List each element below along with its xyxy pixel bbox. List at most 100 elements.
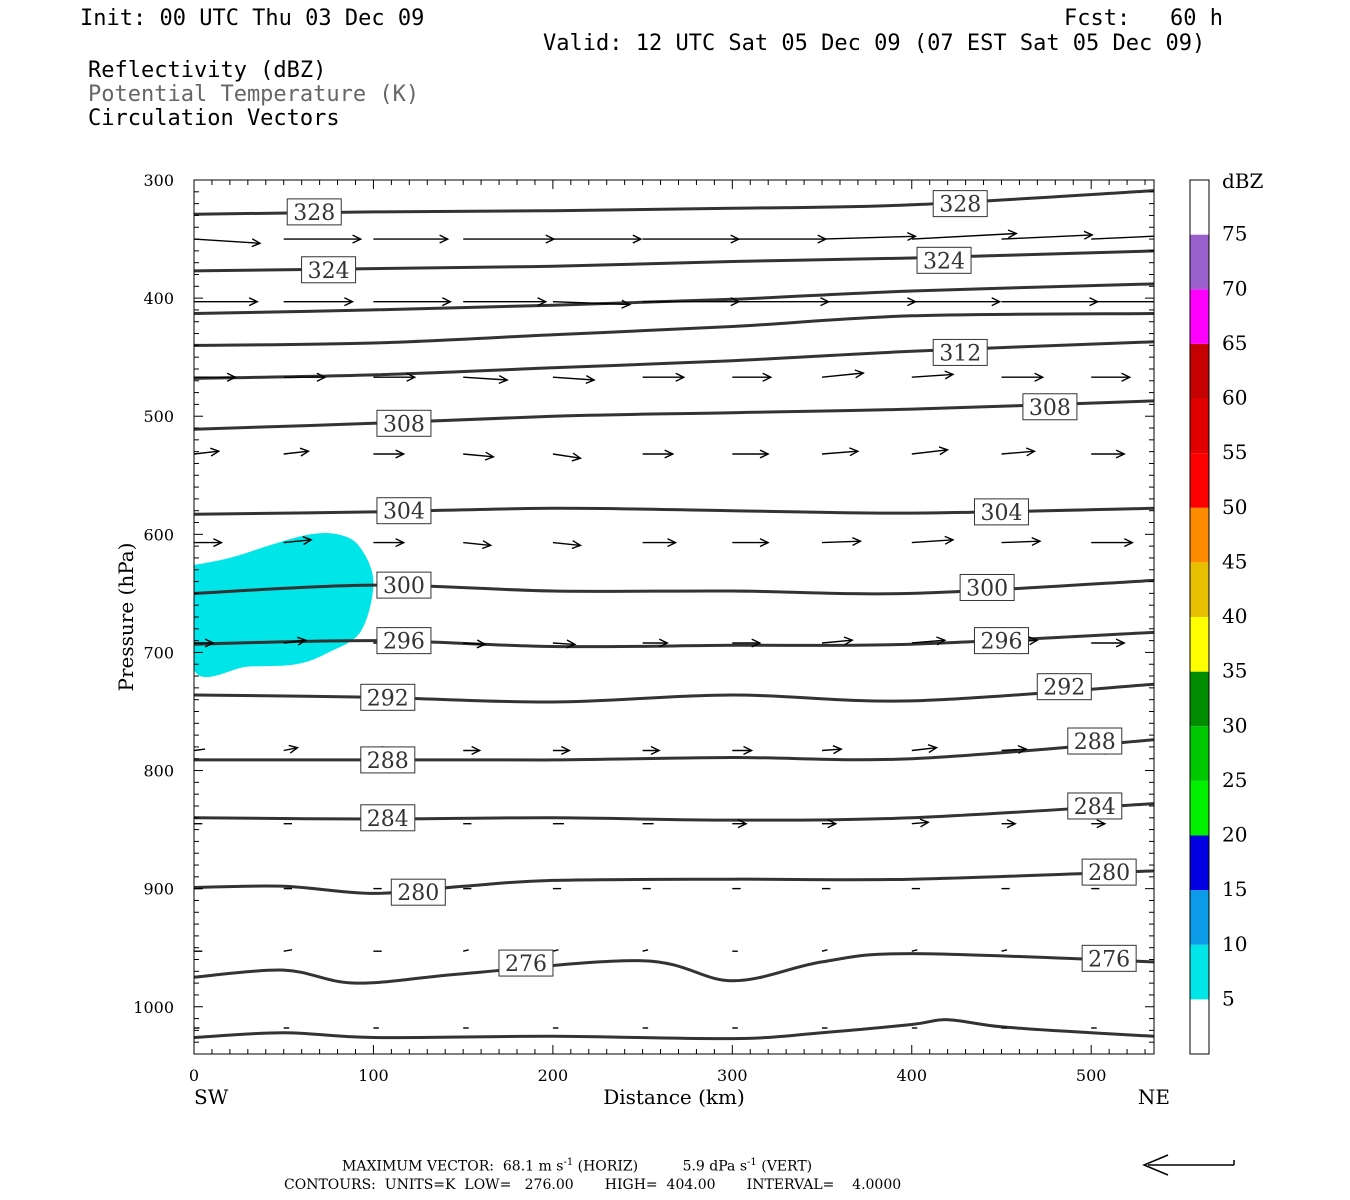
max-vector-line: MAXIMUM VECTOR: 68.1 m s-1 (HORIZ) 5.9 d…	[342, 1157, 813, 1175]
circulation-vector	[552, 374, 596, 385]
contour-label-304: 304	[376, 497, 432, 525]
contour-label-276: 276	[1081, 944, 1137, 972]
circulation-vector	[732, 538, 770, 548]
circulation-vector	[283, 297, 355, 307]
circulation-vector	[911, 818, 930, 828]
theta-contour-284	[194, 802, 1154, 822]
circulation-vector	[642, 638, 669, 648]
contour-label-276: 276	[498, 949, 554, 977]
contour-label-328: 328	[932, 190, 988, 218]
colorbar-label: 55	[1222, 440, 1247, 464]
y-axis-title: Pressure (hPa)	[114, 543, 138, 692]
contour-label-284: 284	[360, 804, 416, 832]
field-potential-temperature: Potential Temperature (K)	[88, 82, 420, 107]
circulation-vector	[642, 372, 686, 382]
x-end-label-left: SW	[194, 1085, 229, 1109]
theta-contour-296	[194, 630, 1154, 649]
colorbar-label: 45	[1222, 549, 1247, 573]
circulation-vector	[911, 446, 950, 456]
circulation-vector	[194, 538, 224, 548]
circulation-vector	[821, 636, 854, 646]
colorbar-cell	[1190, 890, 1209, 945]
circulation-vector	[1001, 447, 1037, 457]
circulation-vector	[373, 538, 406, 548]
theta-contour-304	[194, 506, 1154, 516]
colorbar-cell	[1190, 453, 1209, 508]
theta-contour-316	[194, 312, 1154, 347]
circulation-vector	[642, 234, 741, 244]
colorbar-cell	[1190, 289, 1209, 344]
circulation-vector	[373, 297, 452, 307]
colorbar-frame	[1189, 179, 1210, 1055]
x-tick-label: 300	[717, 1066, 748, 1085]
colorbar-cell	[1190, 180, 1209, 235]
colorbar-label: 30	[1222, 713, 1247, 737]
svg-text:276: 276	[505, 952, 547, 977]
circulation-vector	[732, 745, 754, 756]
svg-text:276: 276	[1088, 947, 1130, 972]
circulation-vector	[822, 297, 918, 307]
circulation-vector	[911, 744, 939, 754]
y-tick-label: 300	[143, 171, 174, 190]
circulation-vector	[821, 231, 918, 242]
colorbar-label: 10	[1222, 932, 1247, 956]
theta-contour-276	[194, 952, 1154, 985]
circulation-vector	[1001, 372, 1045, 382]
circulation-vector	[463, 540, 493, 550]
x-tick-label: 200	[538, 1066, 569, 1085]
colorbar-cell	[1190, 944, 1209, 1000]
circulation-vector	[194, 238, 262, 248]
circulation-vector	[821, 369, 865, 379]
circulation-vector	[821, 536, 863, 547]
contour-label-300: 300	[959, 573, 1015, 601]
circulation-vector	[821, 447, 860, 457]
init-time: Init: 00 UTC Thu 03 Dec 09	[80, 6, 425, 31]
contour-label-312: 312	[932, 338, 988, 366]
circulation-vector	[552, 299, 632, 309]
circulation-vector	[1091, 638, 1126, 648]
forecast-hour: Fcst: 60 h	[1064, 6, 1223, 31]
circulation-vector	[732, 449, 770, 459]
colorbar-label: 60	[1222, 386, 1247, 410]
colorbar-label: 50	[1222, 495, 1247, 519]
theta-contour-280	[194, 869, 1154, 895]
reflectivity-area	[194, 532, 374, 677]
y-tick-label: 900	[143, 880, 174, 899]
colorbar-cell	[1190, 999, 1209, 1054]
contour-label-324: 324	[301, 256, 357, 284]
circulation-vector	[552, 949, 559, 952]
circulation-vector	[911, 949, 918, 952]
y-tick-label: 600	[143, 525, 174, 544]
colorbar-cell	[1190, 671, 1209, 727]
colorbar-cell	[1190, 726, 1209, 781]
colorbar-label: 70	[1222, 276, 1247, 300]
svg-text:280: 280	[397, 881, 439, 906]
circulation-vector	[911, 535, 955, 545]
contour-label-300: 300	[376, 571, 432, 599]
circulation-vector	[1001, 230, 1094, 240]
theta-contour-312	[194, 340, 1154, 380]
circulation-vector	[1001, 949, 1008, 952]
contour-label-292: 292	[360, 683, 416, 711]
field-circulation-vectors: Circulation Vectors	[88, 106, 340, 131]
theta-contour-272	[194, 1018, 1154, 1041]
theta-contour-288	[194, 738, 1154, 762]
colorbar-cell	[1190, 507, 1209, 563]
x-tick-label: 0	[189, 1066, 199, 1085]
svg-text:308: 308	[1029, 396, 1071, 421]
circulation-vector	[911, 370, 955, 380]
svg-text:288: 288	[367, 749, 409, 774]
contour-label-284: 284	[1067, 792, 1123, 820]
svg-text:328: 328	[939, 193, 981, 218]
circulation-vector	[552, 745, 571, 756]
svg-text:328: 328	[293, 201, 335, 226]
circulation-vector	[194, 297, 259, 307]
circulation-vector	[1091, 372, 1132, 382]
theta-contour-308	[194, 399, 1154, 431]
circulation-vector	[283, 536, 313, 546]
circulation-vector	[822, 819, 838, 829]
field-reflectivity: Reflectivity (dBZ)	[88, 58, 327, 83]
colorbar-cell	[1190, 562, 1209, 617]
colorbar-cell	[1190, 234, 1209, 290]
